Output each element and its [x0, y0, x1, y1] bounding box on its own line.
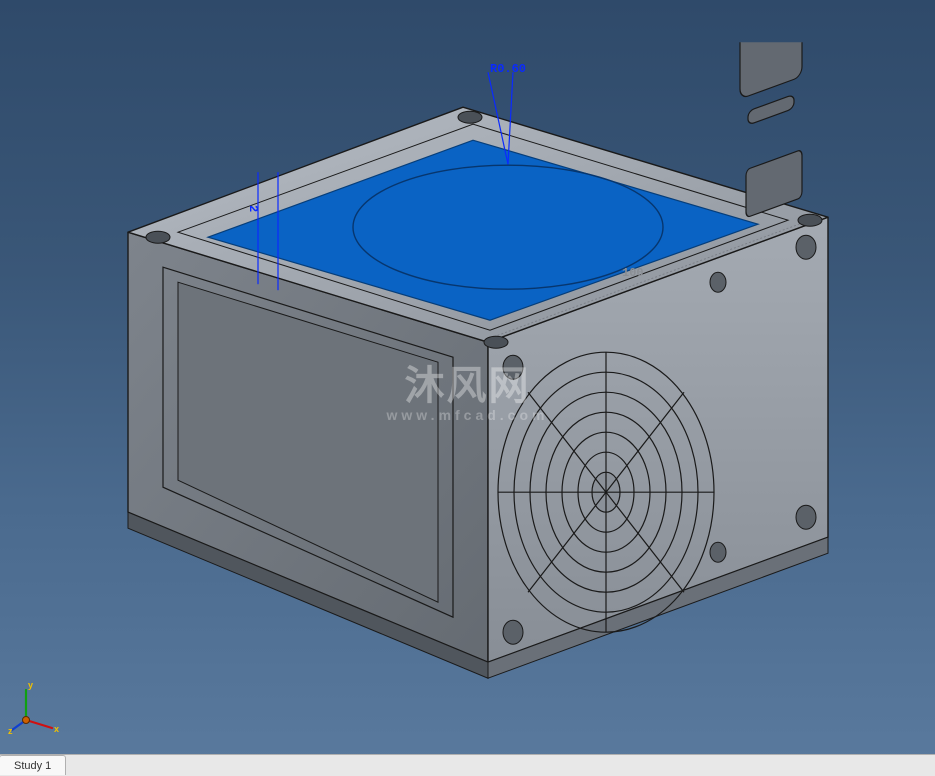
model-3d[interactable] — [58, 42, 878, 707]
model-svg — [58, 42, 878, 702]
svg-text:x: x — [54, 724, 59, 734]
svg-text:z: z — [8, 726, 13, 736]
svg-text:y: y — [28, 680, 33, 690]
view-triad[interactable]: y x z — [8, 676, 68, 736]
switch-cutout — [740, 42, 802, 99]
status-bar: Study 1 — [0, 754, 935, 776]
graphics-viewport[interactable]: R0.60 100 2 沐风网 www.mfcad.com y x z Stud… — [0, 0, 935, 776]
slot-cutout — [748, 94, 794, 125]
motion-study-tab[interactable]: Study 1 — [0, 755, 66, 775]
